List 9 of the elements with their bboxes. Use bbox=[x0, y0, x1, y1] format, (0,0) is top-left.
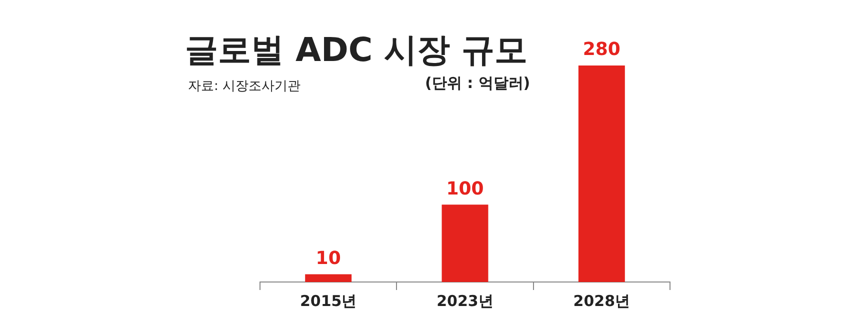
data-label: 10 bbox=[316, 248, 341, 269]
data-label: 280 bbox=[582, 39, 620, 60]
x-tick-label: 2028년 bbox=[573, 292, 630, 310]
annotation: (단위 : 억달러) bbox=[425, 74, 530, 93]
data-label: 100 bbox=[446, 178, 484, 200]
annotation: 자료: 시장조사기관 bbox=[188, 78, 301, 95]
chart-title: 글로벌 ADC 시장 규모 bbox=[185, 29, 528, 71]
x-tick-label: 2015년 bbox=[300, 292, 357, 310]
x-tick-label: 2023년 bbox=[436, 292, 494, 310]
